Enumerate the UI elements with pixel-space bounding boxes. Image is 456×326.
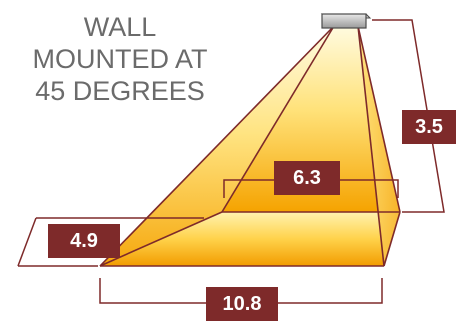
cone-back-face [222,26,400,212]
depth-label: 4.9 [48,224,120,258]
title-line-3: 45 DEGREES [35,76,205,106]
title-line-1: WALL [83,12,157,42]
heater-unit [320,13,372,29]
far-width-label: 6.3 [274,161,340,195]
heater-body [321,13,367,29]
cone-edges [99,25,401,267]
cone-right-face [358,26,400,266]
heat-cone [99,25,401,267]
height-label: 3.5 [402,110,456,144]
floor-width-label: 10.8 [206,287,278,321]
cone-floor-front [100,212,400,266]
depth-leader-diag [17,217,37,267]
title-line-2: MOUNTED AT [32,44,208,74]
